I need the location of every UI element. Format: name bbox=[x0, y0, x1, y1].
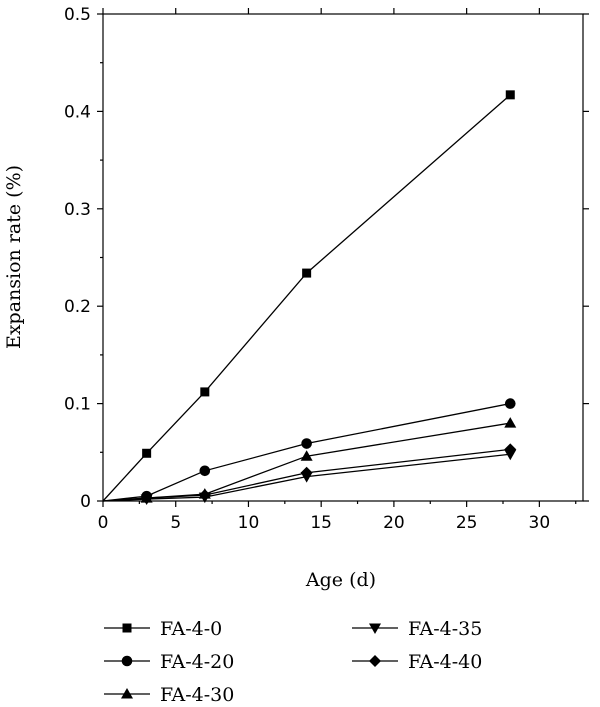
diamond-marker bbox=[300, 466, 313, 479]
square-marker bbox=[142, 448, 152, 458]
legend-item-fa-4-0: FA-4-0 bbox=[104, 618, 222, 640]
diamond-marker bbox=[369, 655, 381, 667]
legend-item-fa-4-40: FA-4-40 bbox=[352, 651, 482, 673]
legend-item-fa-4-30: FA-4-30 bbox=[104, 684, 234, 706]
x-tick-label: 30 bbox=[529, 513, 551, 533]
triangle-up-marker bbox=[300, 450, 313, 461]
legend-item-fa-4-35: FA-4-35 bbox=[352, 618, 482, 640]
triangle-up-marker bbox=[504, 417, 517, 428]
circle-marker bbox=[504, 398, 516, 409]
square-marker bbox=[122, 623, 132, 633]
legend-label: FA-4-40 bbox=[408, 651, 482, 673]
x-axis-ticks: 0 5 10 15 20 25 30 bbox=[98, 8, 577, 533]
triangle-down-marker bbox=[369, 623, 381, 634]
plot-border bbox=[102, 13, 584, 502]
circle-marker bbox=[301, 438, 312, 449]
series-layer bbox=[102, 90, 517, 506]
legend-label: FA-4-35 bbox=[408, 618, 482, 640]
circle-marker bbox=[199, 465, 211, 477]
legend-item-fa-4-20: FA-4-20 bbox=[104, 651, 234, 673]
diamond-marker bbox=[504, 443, 517, 456]
legend: FA-4-0 FA-4-20 FA-4-30 FA-4-35 FA-4-40 bbox=[104, 618, 482, 706]
legend-label: FA-4-30 bbox=[160, 684, 234, 706]
series-fa-4-20 bbox=[102, 398, 516, 502]
diamond-marker bbox=[198, 489, 211, 502]
circle-marker bbox=[121, 655, 133, 667]
square-marker bbox=[302, 268, 312, 278]
y-tick-label: 0.4 bbox=[64, 102, 91, 122]
x-tick-label: 0 bbox=[98, 513, 109, 533]
series-fa-4-0 bbox=[102, 90, 515, 502]
y-axis-ticks: 0 0.1 0.2 0.3 0.4 0.5 bbox=[64, 5, 589, 512]
x-tick-label: 10 bbox=[238, 513, 260, 533]
legend-label: FA-4-0 bbox=[160, 618, 222, 640]
y-tick-label: 0.3 bbox=[64, 200, 91, 220]
y-tick-label: 0.5 bbox=[64, 5, 91, 25]
x-tick-label: 15 bbox=[310, 513, 332, 533]
x-axis-title: Age (d) bbox=[305, 569, 376, 591]
plot-area bbox=[102, 13, 584, 502]
x-tick-label: 20 bbox=[383, 513, 405, 533]
legend-label: FA-4-20 bbox=[160, 651, 234, 673]
square-marker bbox=[505, 90, 515, 100]
y-tick-label: 0.1 bbox=[64, 395, 91, 415]
y-tick-label: 0 bbox=[80, 492, 91, 512]
y-axis-title: Expansion rate (%) bbox=[3, 165, 25, 349]
triangle-up-marker bbox=[121, 688, 133, 699]
square-marker bbox=[200, 387, 210, 397]
y-tick-label: 0.2 bbox=[64, 297, 91, 317]
x-tick-label: 5 bbox=[170, 513, 181, 533]
x-tick-label: 25 bbox=[456, 513, 478, 533]
series-fa-4-40 bbox=[102, 443, 517, 505]
diamond-marker bbox=[140, 492, 153, 505]
